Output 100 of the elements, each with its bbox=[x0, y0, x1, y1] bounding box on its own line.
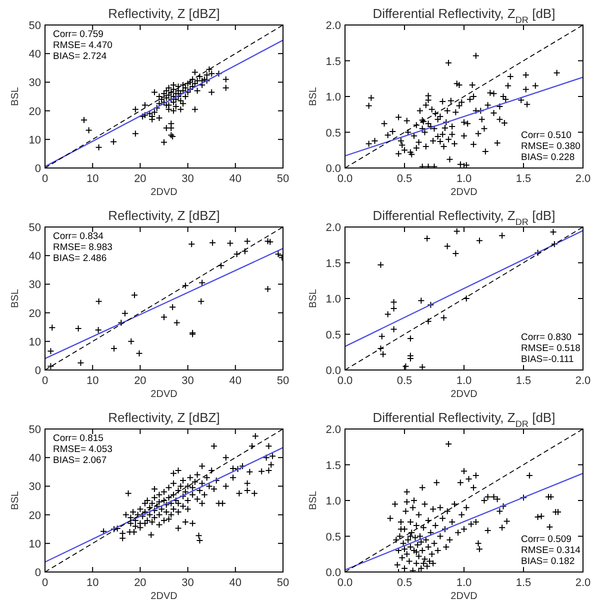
x-tick-label: 2.0 bbox=[575, 173, 591, 185]
y-tick-label: 2.0 bbox=[326, 222, 341, 234]
chart-title: Reflectivity, Z [dBZ] bbox=[108, 410, 220, 425]
x-tick-label: 20 bbox=[134, 375, 146, 387]
point bbox=[121, 310, 128, 317]
x-tick-label: 0.5 bbox=[396, 173, 412, 185]
point bbox=[384, 310, 392, 318]
x-tick-label: 10 bbox=[86, 577, 99, 589]
x-tick-label: 0.0 bbox=[337, 577, 353, 589]
point bbox=[77, 359, 84, 366]
point bbox=[128, 338, 135, 345]
chart-title: Differential Reflectivity, Z$_{DR}$ [dB] bbox=[372, 6, 556, 25]
annotation: BIAS= 2.724 bbox=[53, 51, 107, 62]
y-tick-label: 1.0 bbox=[326, 496, 341, 508]
x-tick-label: 20 bbox=[134, 173, 146, 185]
point bbox=[498, 232, 506, 240]
y-tick-label: 0.5 bbox=[326, 127, 341, 140]
y-tick-label: 0.5 bbox=[326, 531, 341, 544]
point bbox=[424, 234, 431, 242]
x-tick-label: 0.5 bbox=[396, 577, 412, 589]
point bbox=[534, 249, 542, 256]
point bbox=[264, 238, 272, 245]
point bbox=[378, 332, 386, 340]
x-axis-title: 2DVD bbox=[150, 187, 178, 198]
x-tick-label: 10 bbox=[86, 173, 99, 185]
y-tick-label: 20 bbox=[28, 510, 41, 522]
chart-title: Differential Reflectivity, Z$_{DR}$ [dB] bbox=[372, 410, 556, 429]
point bbox=[173, 319, 180, 326]
annotation: Corr= 0.510 bbox=[521, 130, 572, 141]
x-tick-label: 1.0 bbox=[456, 577, 472, 589]
x-tick-label: 10 bbox=[86, 375, 99, 387]
annotation: Corr= 0.509 bbox=[521, 534, 572, 545]
x-axis-title: 2DVD bbox=[150, 591, 178, 602]
point bbox=[424, 318, 432, 325]
annotation: Corr= 0.815 bbox=[53, 433, 104, 444]
x-tick-label: 1.5 bbox=[516, 577, 532, 589]
y-tick-label: 1.5 bbox=[326, 258, 341, 270]
annotation: RMSE= 4.470 bbox=[53, 40, 112, 51]
annotation: Corr= 0.830 bbox=[521, 332, 572, 343]
chart-title: Reflectivity, Z [dBZ] bbox=[108, 208, 220, 223]
x-tick-label: 50 bbox=[276, 375, 290, 387]
x-tick-label: 20 bbox=[134, 577, 146, 589]
y-tick-label: 50 bbox=[28, 20, 41, 32]
annotation: BIAS= 0.228 bbox=[521, 152, 575, 163]
point bbox=[169, 304, 176, 311]
point bbox=[198, 279, 206, 286]
point bbox=[453, 228, 460, 235]
point bbox=[74, 325, 82, 332]
y-tick-label: 30 bbox=[28, 279, 41, 292]
y-tick-label: 50 bbox=[28, 424, 41, 436]
point bbox=[264, 286, 272, 293]
point bbox=[418, 364, 426, 370]
point bbox=[182, 282, 189, 290]
x-tick-label: 50 bbox=[276, 577, 290, 589]
point bbox=[390, 305, 398, 312]
point bbox=[406, 355, 414, 362]
annotation: RMSE= 0.380 bbox=[521, 141, 580, 152]
x-tick-label: 0.0 bbox=[337, 173, 353, 185]
y-tick-label: 0 bbox=[34, 365, 41, 377]
y-tick-label: 0 bbox=[34, 567, 41, 579]
y-tick-label: 10 bbox=[28, 336, 41, 348]
annotation: Corr= 0.759 bbox=[53, 29, 104, 40]
y-tick-label: 1.0 bbox=[326, 92, 341, 104]
x-tick-label: 40 bbox=[229, 173, 242, 185]
point bbox=[476, 237, 483, 244]
y-axis-title: BSL bbox=[308, 86, 319, 106]
y-tick-label: 10 bbox=[28, 134, 41, 146]
point bbox=[130, 292, 138, 299]
point bbox=[390, 326, 398, 333]
point bbox=[406, 335, 414, 342]
y-tick-label: 1.0 bbox=[326, 294, 341, 306]
point bbox=[95, 298, 102, 305]
annotation: BIAS= 2.486 bbox=[53, 253, 107, 264]
point bbox=[226, 240, 234, 247]
x-tick-label: 2.0 bbox=[575, 577, 591, 589]
chart-title: Reflectivity, Z [dBZ] bbox=[108, 6, 220, 21]
point bbox=[160, 314, 168, 321]
x-tick-label: 0.0 bbox=[337, 375, 353, 387]
point bbox=[266, 238, 274, 246]
x-axis-title: 2DVD bbox=[150, 389, 178, 400]
y-tick-label: 30 bbox=[28, 481, 41, 494]
x-tick-label: 1.5 bbox=[516, 173, 532, 185]
point bbox=[218, 262, 225, 270]
x-axis-title: 2DVD bbox=[450, 591, 478, 602]
y-tick-label: 40 bbox=[28, 48, 41, 61]
point bbox=[110, 345, 118, 352]
point bbox=[462, 295, 470, 302]
point bbox=[444, 242, 451, 250]
point bbox=[198, 298, 205, 305]
x-tick-label: 30 bbox=[182, 173, 194, 185]
x-tick-label: 0.5 bbox=[396, 375, 412, 387]
point bbox=[274, 250, 282, 258]
point bbox=[118, 319, 125, 326]
point bbox=[402, 362, 410, 370]
y-tick-label: 20 bbox=[28, 106, 41, 118]
y-tick-label: 0 bbox=[34, 163, 41, 175]
y-tick-label: 0.0 bbox=[326, 567, 341, 579]
point bbox=[440, 314, 448, 322]
y-axis-title: BSL bbox=[10, 86, 21, 106]
y-tick-label: 40 bbox=[28, 250, 41, 263]
